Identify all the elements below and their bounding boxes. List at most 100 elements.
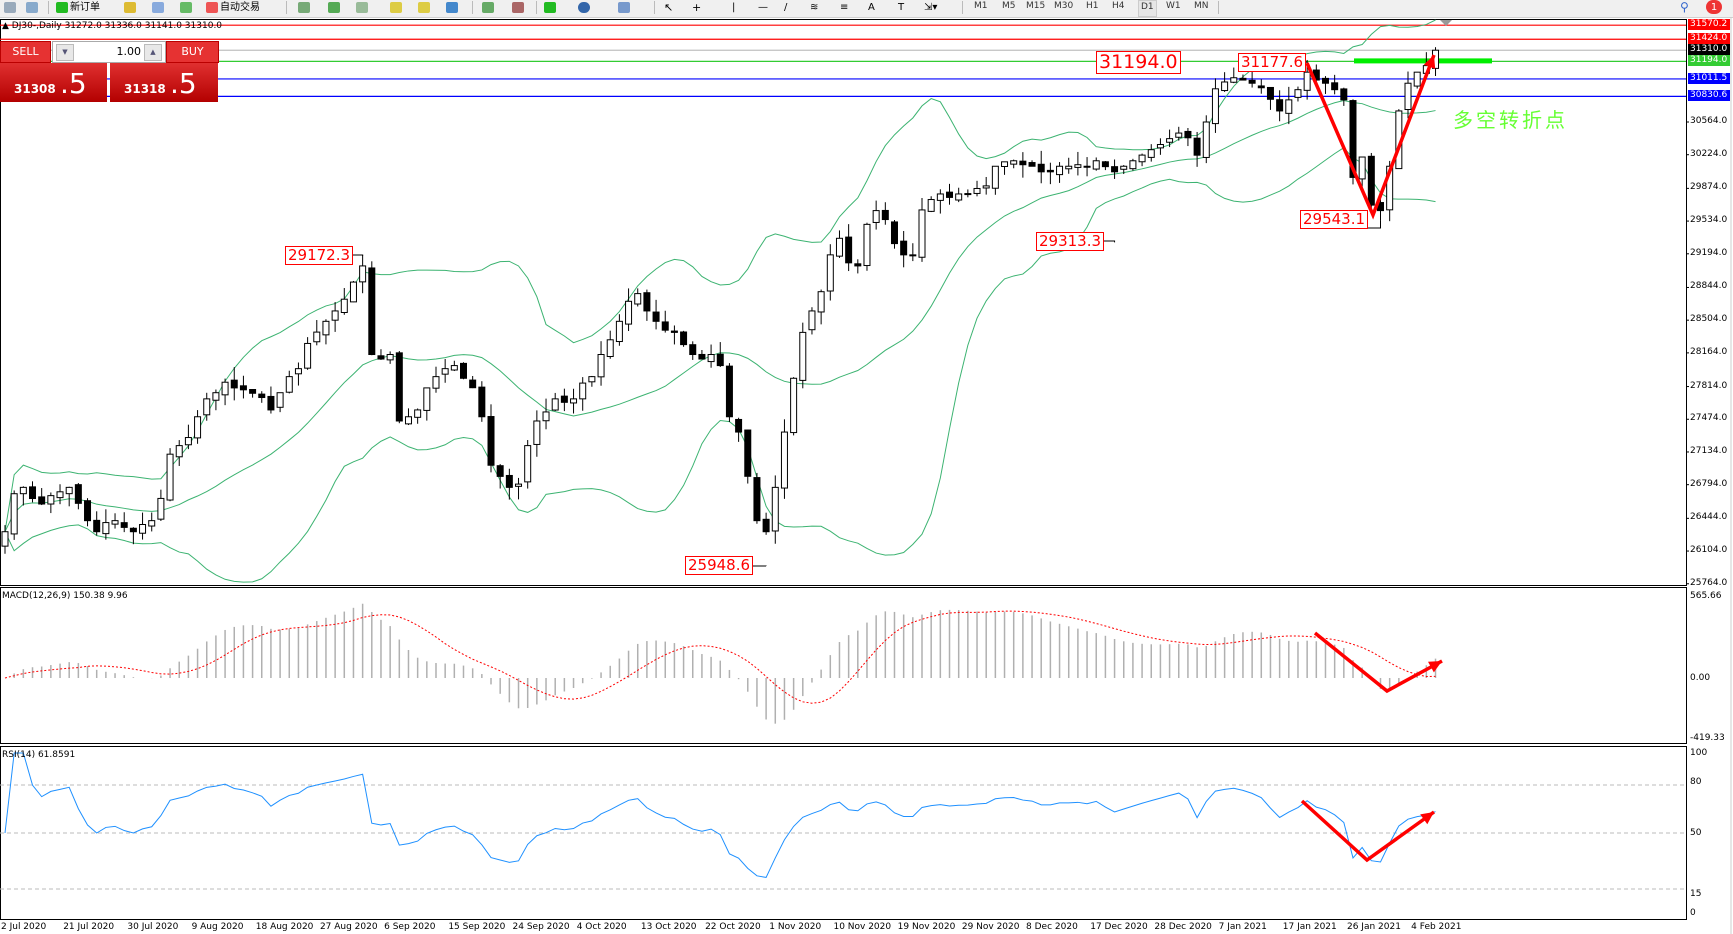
chart-shift-button[interactable] (512, 1, 524, 14)
candle-bear (946, 191, 954, 198)
annotation-31177[interactable]: 31177.6 (1238, 53, 1307, 72)
new-order-button[interactable]: 新订单 (56, 1, 100, 14)
text-label-button[interactable]: T (898, 1, 904, 14)
zoom-out-button[interactable] (418, 1, 430, 14)
search-button[interactable]: ⚲ (1680, 1, 1689, 14)
candle-bear (368, 267, 376, 356)
price-axis-label: 30564.0 (1690, 116, 1728, 126)
chart-title: ▲ DJ30-,Daily 31272.0 31336.0 31141.0 31… (2, 21, 222, 31)
cursor-button[interactable]: ↖ (664, 1, 673, 14)
candle-chart-button[interactable] (328, 1, 340, 14)
price-axis-label: 29194.0 (1690, 247, 1728, 258)
candlestick-icon (328, 2, 340, 13)
horizontal-line-button[interactable]: — (758, 1, 768, 14)
annotation-29313[interactable]: 29313.3 (1036, 232, 1105, 251)
sell-button[interactable]: SELL (0, 41, 51, 63)
auto-trading-icon (206, 2, 218, 13)
arrows-button[interactable]: ⇲▾ (924, 1, 937, 14)
timeframe-m1[interactable]: M1 (974, 1, 988, 11)
candle-bull (1138, 154, 1146, 163)
notifications-button[interactable]: 1 (1706, 0, 1722, 14)
vertical-line-button[interactable]: | (732, 1, 735, 14)
candle-bull (1175, 132, 1183, 138)
candle-bull (982, 185, 990, 189)
line-chart-button[interactable] (356, 1, 368, 14)
templates-button[interactable] (618, 1, 630, 14)
annotation-25948[interactable]: 25948.6 (685, 556, 754, 575)
candle-bull (615, 320, 623, 343)
rsi-axis-80: 80 (1690, 777, 1702, 787)
auto-trading-button[interactable]: 自动交易 (206, 1, 260, 14)
collapse-icon[interactable]: ▲ (2, 21, 12, 31)
candle-bear (395, 352, 403, 422)
buy-price-button[interactable]: 31318 .5 (110, 63, 218, 102)
timeframe-w1[interactable]: W1 (1166, 1, 1181, 11)
candle-bull (221, 381, 229, 396)
annotation-31194[interactable]: 31194.0 (1096, 51, 1181, 74)
trendline-button[interactable]: / (784, 1, 787, 14)
price-level-tag: 31570.2 (1688, 19, 1730, 31)
candle-bull (1056, 165, 1064, 176)
price-axis-label: 29534.0 (1690, 215, 1728, 226)
candle-bear (29, 486, 37, 500)
auto-scroll-button[interactable] (482, 1, 494, 14)
tile-windows-button[interactable] (446, 1, 458, 14)
timeframe-d1[interactable]: D1 (1138, 0, 1157, 17)
timeframe-mn[interactable]: MN (1194, 1, 1209, 11)
terminal-button[interactable] (152, 1, 164, 14)
indicators-button[interactable] (544, 1, 556, 14)
candle-bear (1276, 99, 1284, 112)
toolbar: 新订单 自动交易 ↖ + | — / ≋ ≡ A T ⇲▾ M1 M5 M15 … (0, 0, 1733, 18)
lot-size-input[interactable]: ▼ 1.00 ▲ (52, 41, 166, 63)
channel-button[interactable]: ≋ (810, 1, 818, 14)
signal-icon (180, 2, 192, 13)
annotation-29543[interactable]: 29543.1 (1300, 210, 1369, 229)
bar-chart-button[interactable] (298, 1, 310, 14)
reversal-point-note[interactable]: 多空转折点 (1453, 108, 1568, 132)
lot-decrease-button[interactable]: ▼ (56, 44, 74, 61)
candle-bear (661, 321, 669, 331)
candle-bull (826, 254, 834, 292)
candle-bull (1166, 138, 1174, 143)
fibonacci-button[interactable]: ≡ (840, 1, 848, 14)
time-axis-label: 26 Jan 2021 (1346, 922, 1401, 932)
new-chart-button[interactable] (4, 1, 16, 14)
text-button[interactable]: A (868, 1, 875, 14)
tile-icon (446, 2, 458, 13)
timeframe-h1[interactable]: H1 (1086, 1, 1099, 11)
candle-bull (1010, 160, 1018, 165)
candle-bull (276, 392, 284, 408)
macd-v-arrow (1313, 631, 1443, 694)
zoom-button[interactable] (26, 1, 38, 14)
time-axis-label: 4 Oct 2020 (576, 922, 627, 932)
candle-bull (1386, 165, 1394, 211)
timeframe-m30[interactable]: M30 (1054, 1, 1074, 11)
timeframe-m5[interactable]: M5 (1002, 1, 1016, 11)
timeframe-m15[interactable]: M15 (1026, 1, 1046, 11)
annotation-29172[interactable]: 29172.3 (285, 246, 354, 265)
price-level-tag: 31424.0 (1688, 33, 1730, 45)
rsi-label: RSI(14) 61.8591 (2, 750, 76, 760)
buy-button[interactable]: BUY (166, 41, 219, 63)
candle-bear (845, 236, 853, 264)
periods-button[interactable] (578, 1, 590, 14)
crosshair-button[interactable]: + (692, 1, 701, 14)
timeframe-h4[interactable]: H4 (1112, 1, 1125, 11)
candle-bear (1349, 100, 1357, 178)
lot-increase-button[interactable]: ▲ (144, 44, 162, 61)
main-v-arrow-head (1423, 55, 1436, 69)
bar-chart-icon (298, 2, 310, 13)
zoom-in-button[interactable] (390, 1, 402, 14)
sell-price-button[interactable]: 31308 .5 (0, 63, 107, 102)
candle-bull (964, 193, 972, 196)
candle-bear (230, 379, 238, 389)
signals-button[interactable] (180, 1, 192, 14)
candle-bull (1202, 121, 1210, 158)
main-v-arrow (1305, 54, 1436, 220)
candle-bear (469, 379, 477, 389)
candle-bull (927, 199, 935, 212)
macd-panel-frame (0, 587, 1687, 744)
experts-button[interactable] (124, 1, 136, 14)
candle-bull (194, 416, 202, 439)
